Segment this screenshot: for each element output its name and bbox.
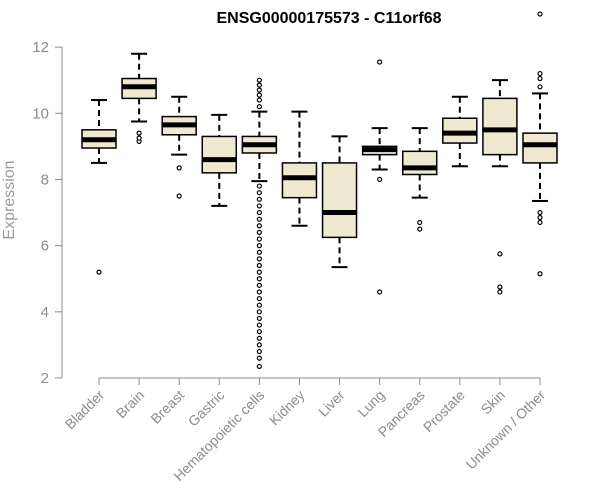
box-group (201, 113, 238, 207)
outlier-point (256, 363, 262, 370)
x-category-label: Kidney (266, 387, 308, 429)
outlier-point (256, 97, 262, 103)
y-axis-label: Expression (1, 160, 18, 239)
x-category-label: Lung (354, 387, 387, 420)
x-category-label: Breast (147, 387, 187, 427)
outlier-point (256, 82, 262, 88)
y-tick-label: 6 (41, 238, 49, 255)
outlier-point (256, 87, 262, 93)
box-group (81, 99, 117, 275)
outlier-point (256, 92, 262, 98)
iqr-box (522, 132, 558, 164)
outlier-point (537, 70, 543, 77)
outlier-point (256, 276, 262, 282)
outlier-point (537, 271, 543, 277)
boxes-group (81, 11, 558, 370)
box-group (121, 52, 157, 144)
iqr-box (401, 150, 438, 176)
outlier-point (377, 59, 383, 65)
outlier-point (176, 193, 182, 199)
outlier-point (256, 243, 262, 249)
outlier-point (256, 342, 262, 348)
outlier-point (537, 75, 543, 82)
box-group (241, 77, 278, 370)
outlier-point (256, 295, 262, 302)
outlier-point (256, 223, 262, 229)
outlier-point (256, 190, 262, 196)
outlier-point (256, 256, 262, 262)
outlier-point (497, 251, 503, 257)
outlier-point (497, 284, 503, 290)
box-group (361, 59, 398, 295)
box-group (522, 11, 558, 277)
outlier-point (256, 302, 262, 308)
outlier-point (256, 269, 262, 275)
outlier-point (256, 262, 262, 269)
outlier-point (256, 249, 262, 255)
outlier-point (537, 214, 543, 221)
outlier-point (256, 329, 262, 335)
iqr-box (321, 162, 358, 239)
outlier-point (256, 77, 262, 83)
outlier-point (537, 84, 543, 90)
box-group (401, 127, 438, 232)
box-group (281, 110, 318, 227)
box-group (321, 135, 358, 269)
outlier-point (417, 226, 423, 232)
outlier-point (256, 335, 262, 341)
outlier-point (256, 229, 262, 235)
outlier-point (256, 322, 262, 328)
outlier-point (256, 282, 262, 288)
y-tick-label: 4 (41, 304, 49, 321)
chart-title: ENSG00000175573 - C11orf68 (216, 10, 441, 27)
outlier-point (537, 11, 543, 17)
outlier-point (417, 219, 423, 226)
outlier-point (176, 165, 182, 171)
outlier-point (136, 135, 142, 141)
outlier-point (96, 269, 102, 275)
outlier-point (256, 236, 262, 242)
outlier-point (256, 216, 262, 222)
outlier-point (497, 289, 503, 295)
outlier-point (256, 348, 262, 355)
outlier-point (256, 355, 262, 361)
outlier-point (256, 209, 262, 216)
x-category-label: Bladder (62, 387, 108, 433)
box-group (482, 79, 518, 295)
outlier-point (256, 289, 262, 295)
outlier-point (377, 176, 383, 183)
x-category-label: Prostate (420, 387, 468, 435)
y-tick-label: 2 (41, 370, 49, 387)
y-tick-label: 8 (41, 171, 49, 188)
outlier-point (256, 183, 262, 189)
outlier-point (537, 219, 543, 226)
box-group (161, 95, 197, 199)
y-axis: 2 4 6 8 10 12 (32, 39, 63, 387)
y-tick-label: 10 (32, 105, 49, 122)
outlier-point (537, 209, 543, 216)
box-group (442, 95, 478, 168)
outlier-point (256, 309, 262, 315)
outlier-point (256, 196, 262, 202)
iqr-box (201, 135, 238, 174)
outlier-point (256, 315, 262, 322)
x-category-label: Skin (477, 387, 508, 418)
outlier-point (377, 289, 383, 295)
iqr-box (482, 97, 518, 156)
outlier-point (256, 203, 262, 209)
x-category-label: Liver (315, 387, 348, 420)
outlier-point (256, 104, 262, 110)
x-category-label: Brain (113, 387, 147, 421)
outlier-point (136, 130, 142, 136)
y-tick-label: 12 (32, 39, 49, 56)
